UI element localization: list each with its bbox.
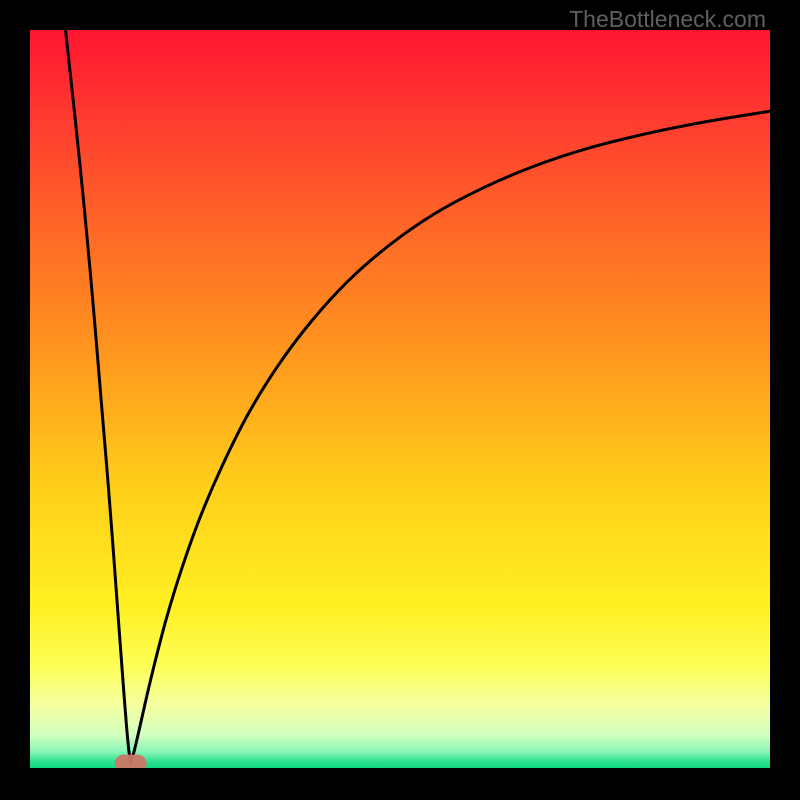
plot-area (30, 30, 770, 768)
watermark-text: TheBottleneck.com (569, 6, 766, 33)
chart-frame: TheBottleneck.com (0, 0, 800, 800)
optimal-marker (115, 755, 147, 768)
gradient-background (30, 30, 770, 768)
plot-svg (30, 30, 770, 768)
